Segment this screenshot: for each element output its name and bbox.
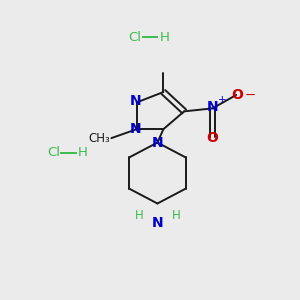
Text: N: N — [207, 100, 218, 114]
Text: H: H — [78, 146, 88, 160]
Text: H: H — [160, 31, 170, 44]
Text: N: N — [152, 216, 163, 230]
Text: N: N — [129, 122, 141, 136]
Text: −: − — [245, 88, 256, 101]
Text: N: N — [129, 94, 141, 108]
Text: Cl: Cl — [47, 146, 60, 160]
Text: CH₃: CH₃ — [88, 132, 110, 145]
Text: N: N — [152, 136, 163, 150]
Text: H: H — [172, 209, 181, 222]
Text: O: O — [232, 88, 244, 102]
Text: O: O — [206, 131, 218, 145]
Text: +: + — [218, 95, 226, 105]
Text: H: H — [135, 209, 144, 222]
Text: Cl: Cl — [129, 31, 142, 44]
